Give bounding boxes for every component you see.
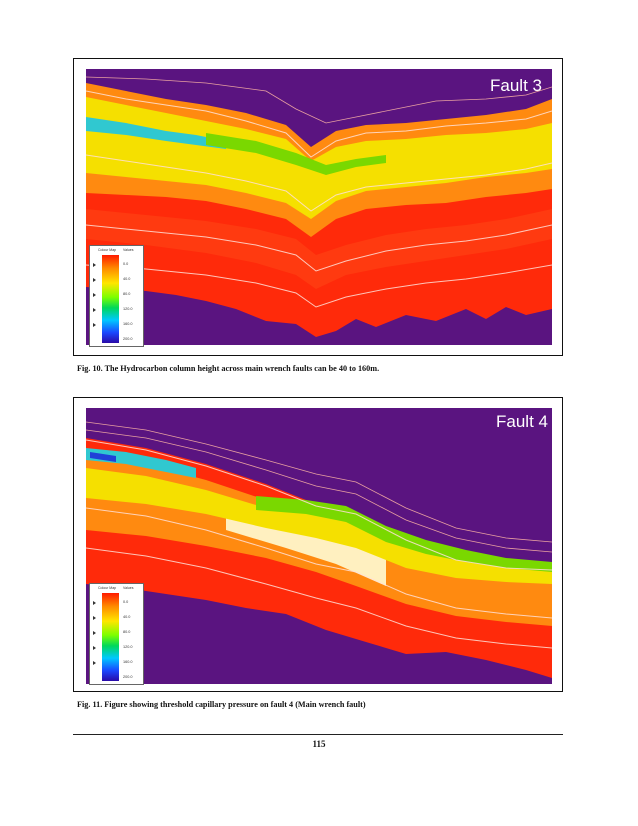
fault-label: Fault 4 bbox=[496, 412, 548, 431]
band-yellow bbox=[86, 97, 552, 219]
band-green bbox=[256, 496, 552, 572]
legend-tick: 40.0 bbox=[123, 615, 131, 619]
fault-label: Fault 3 bbox=[490, 76, 542, 95]
colour-map-legend: Colour Map Values 0.0 40.0 80.0 120.0 16… bbox=[89, 583, 144, 685]
legend-tick: 160.0 bbox=[123, 322, 133, 326]
legend-tick: 120.0 bbox=[123, 307, 133, 311]
band-cyan bbox=[86, 448, 196, 478]
legend-tick: 80.0 bbox=[123, 292, 131, 296]
legend-tick: 40.0 bbox=[123, 277, 131, 281]
legend-arrow bbox=[93, 263, 96, 267]
legend-arrow bbox=[93, 601, 96, 605]
legend-tick: 0.0 bbox=[123, 600, 129, 604]
legend-arrow bbox=[93, 278, 96, 282]
figure-fault-3: Fault 3 Colour Map Values 0.0 40.0 80.0 … bbox=[73, 58, 563, 356]
contour-lines bbox=[86, 90, 552, 308]
legend-arrow bbox=[93, 631, 96, 635]
legend-arrow bbox=[93, 616, 96, 620]
band-green bbox=[206, 133, 386, 175]
legend-values-header: Values bbox=[123, 586, 134, 590]
colour-scale-bar bbox=[102, 593, 119, 681]
upper-horizon-line bbox=[86, 76, 552, 124]
page-number: 115 bbox=[312, 739, 326, 749]
band-red-inner bbox=[86, 209, 552, 289]
colour-map-legend: Colour Map Values 0.0 40.0 80.0 120.0 16… bbox=[89, 245, 144, 347]
upper-horizon-lines bbox=[86, 421, 552, 553]
legend-tick: 80.0 bbox=[123, 630, 131, 634]
legend-values-header: Values bbox=[123, 248, 134, 252]
legend-arrow bbox=[93, 308, 96, 312]
legend-arrow bbox=[93, 661, 96, 665]
fault-3-plot bbox=[86, 69, 552, 345]
legend-tick: 0.0 bbox=[123, 262, 129, 266]
legend-tick: 160.0 bbox=[123, 660, 133, 664]
legend-title: Colour Map bbox=[98, 586, 117, 590]
legend-arrow bbox=[93, 646, 96, 650]
legend-title: Colour Map bbox=[98, 248, 117, 252]
band-cyan bbox=[86, 117, 226, 149]
legend-arrow bbox=[93, 293, 96, 297]
legend-arrow bbox=[93, 323, 96, 327]
footer-rule bbox=[73, 734, 563, 735]
contour-lines bbox=[86, 439, 552, 649]
figure-caption: Fig. 10. The Hydrocarbon column height a… bbox=[77, 364, 380, 373]
legend-tick: 200.0 bbox=[123, 675, 133, 679]
fault-4-plot bbox=[86, 408, 552, 684]
figure-fault-4: Fault 4 Colour Map Values 0.0 40.0 80.0 … bbox=[73, 397, 563, 692]
figure-caption: Fig. 11. Figure showing threshold capill… bbox=[77, 700, 366, 709]
legend-tick: 200.0 bbox=[123, 337, 133, 341]
colour-scale-bar bbox=[102, 255, 119, 343]
band-blue bbox=[90, 452, 116, 462]
legend-tick: 120.0 bbox=[123, 645, 133, 649]
